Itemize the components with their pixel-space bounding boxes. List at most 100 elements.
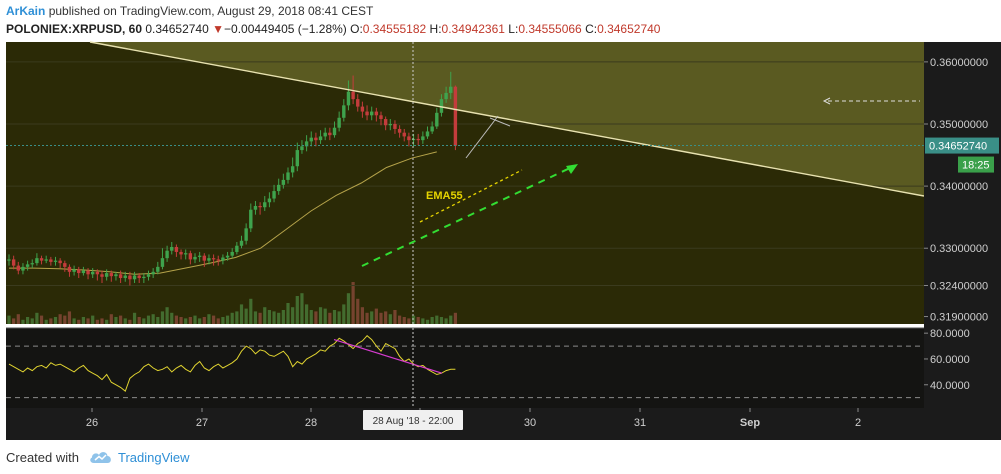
candle-body <box>421 136 425 141</box>
candle <box>81 266 86 276</box>
volume-bar <box>142 318 146 324</box>
candle-body <box>21 266 25 271</box>
candle-body <box>346 91 351 106</box>
candle-body <box>267 198 272 203</box>
green-arrow-head <box>566 164 578 174</box>
candle-body <box>86 270 90 275</box>
candle <box>77 266 81 279</box>
close-label: C: <box>585 22 598 36</box>
candle-body <box>53 260 58 262</box>
volume-bar <box>105 319 109 324</box>
time-axis[interactable] <box>6 408 1001 440</box>
volume-bar <box>174 315 178 324</box>
candle-body <box>156 266 160 272</box>
candle-body <box>332 127 337 136</box>
time-tick-label: 26 <box>86 417 98 429</box>
rsi-line <box>8 335 456 393</box>
candle <box>272 184 276 203</box>
rsi-tick-label: 80.0000 <box>930 328 970 340</box>
candle <box>95 269 100 281</box>
candle-body <box>370 111 374 116</box>
volume-bar <box>179 317 183 324</box>
candle-body <box>411 138 416 141</box>
volume-bar <box>230 312 234 324</box>
candle <box>188 250 193 265</box>
candle <box>146 270 151 281</box>
candle <box>397 125 402 138</box>
rsi-pane[interactable] <box>6 328 924 408</box>
volume-bar <box>435 315 439 324</box>
candle <box>53 256 58 266</box>
volume-bar <box>63 315 67 324</box>
volume-bar <box>253 311 258 324</box>
candle-body <box>67 266 72 272</box>
last-price-tag <box>925 137 999 154</box>
candle-body <box>430 126 434 132</box>
volume-bar <box>81 317 85 324</box>
price-tick-label: 0.34000000 <box>930 181 988 193</box>
candle-body <box>165 250 169 259</box>
volume-bar <box>439 317 444 324</box>
rsi-tick-label: 40.0000 <box>930 380 970 392</box>
volume-bar <box>109 314 113 324</box>
candle <box>100 270 104 284</box>
candle-body <box>179 251 183 255</box>
candle <box>156 261 160 275</box>
candle-body <box>7 259 11 261</box>
volume-bar <box>165 307 169 324</box>
close-value: 0.34652740 <box>597 22 661 36</box>
chart-canvas[interactable]: EMA55 0.36000000 0.35000000 0.34000000 0.33… <box>0 40 1001 440</box>
descending-trendline[interactable] <box>89 41 925 197</box>
volume-bar <box>425 319 430 324</box>
candle <box>337 111 341 132</box>
candle-body <box>202 255 206 261</box>
yellow-dotted-line <box>419 169 523 223</box>
time-tick-label: 2 <box>855 417 861 429</box>
candle <box>63 260 67 272</box>
volume-bar <box>35 312 39 324</box>
candle <box>388 119 392 131</box>
candle <box>286 167 290 184</box>
volume-bar <box>7 315 11 324</box>
tradingview-link[interactable]: TradingView <box>118 450 190 465</box>
author-link[interactable]: ArKain <box>6 4 46 18</box>
candle-body <box>281 179 286 185</box>
candle <box>132 271 137 284</box>
price-tick-label: 0.32400000 <box>930 280 988 292</box>
candle-body <box>379 115 383 120</box>
candle-body <box>170 246 174 251</box>
candle-body <box>253 205 258 210</box>
candle-body <box>184 253 188 255</box>
volume-bar <box>235 311 239 324</box>
candle <box>277 178 281 195</box>
symbol-label: POLONIEX:XRPUSD, 60 <box>6 22 143 36</box>
volume-bar <box>225 315 230 324</box>
candle-body <box>77 269 81 274</box>
candle-body <box>314 137 318 141</box>
candle <box>239 235 244 249</box>
volume-bar <box>388 314 392 324</box>
candle <box>86 268 90 280</box>
grid-lines <box>6 61 924 286</box>
candle-body <box>174 246 179 252</box>
candle <box>258 202 262 215</box>
candle <box>314 132 318 147</box>
candle-body <box>197 255 202 257</box>
volume-bar <box>160 311 165 324</box>
candle <box>216 255 220 266</box>
created-with-text: Created with <box>6 450 79 465</box>
candle <box>44 255 48 264</box>
volume-bar <box>430 317 434 324</box>
volume-bar <box>291 307 295 324</box>
publish-line: ArKain published on TradingView.com, Aug… <box>6 4 373 18</box>
tradingview-cloud-icon <box>90 452 111 463</box>
candle <box>16 261 20 275</box>
candle <box>109 270 113 282</box>
candle-body <box>239 240 244 246</box>
crosshair-time-label: 28 Aug '18 - 22:00 <box>373 416 454 427</box>
candle <box>295 142 299 172</box>
price-axis[interactable] <box>924 42 1001 408</box>
volume-bar <box>370 311 374 324</box>
time-tick-label: 30 <box>524 417 536 429</box>
candle-body <box>100 274 104 277</box>
